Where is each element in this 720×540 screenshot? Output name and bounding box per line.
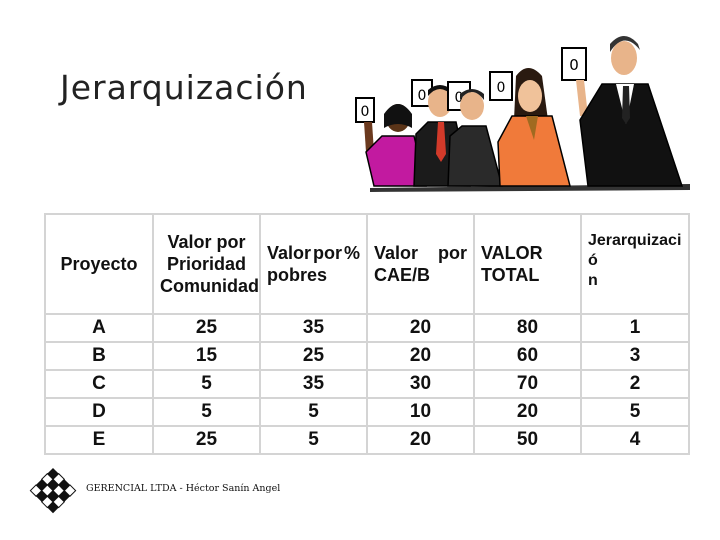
table-row: C 5 35 30 70 2 [44,369,690,399]
cell-prioridad: 5 [152,369,261,399]
cell-pobres: 35 [259,369,368,399]
people-holding-score-cards-icon: 0 0 0 0 0 [355,36,690,192]
table-header-row: Proyecto Valor por Prioridad Comunidad V… [44,213,690,315]
cell-pobres: 25 [259,341,368,371]
cell-proyecto: B [44,341,154,371]
cell-jerarquizacion: 3 [580,341,690,371]
cell-prioridad: 25 [152,313,261,343]
cell-total: 70 [473,369,582,399]
cell-pobres: 35 [259,313,368,343]
cell-total: 60 [473,341,582,371]
table-row: B 15 25 20 60 3 [44,341,690,371]
cell-prioridad: 5 [152,397,261,427]
cell-cae: 10 [366,397,475,427]
score-card-2: 0 [418,88,427,104]
table-row: A 25 35 20 80 1 [44,313,690,343]
score-card-1: 0 [361,104,370,120]
diamond-grid-logo-icon [29,467,77,514]
header-proyecto: Proyecto [44,213,154,315]
cell-total: 80 [473,313,582,343]
cell-pobres: 5 [259,397,368,427]
hierarchy-table: Proyecto Valor por Prioridad Comunidad V… [44,213,690,455]
score-card-4: 0 [497,80,506,96]
person-4: 0 [489,68,571,187]
table-row: E 25 5 20 50 4 [44,425,690,455]
header-valor-cae-b: Valor por CAE/B [366,213,475,315]
cell-pobres: 5 [259,425,368,455]
cell-cae: 20 [366,313,475,343]
cell-cae: 30 [366,369,475,399]
cell-jerarquizacion: 1 [580,313,690,343]
header-valor-pobres: Valor por % pobres [259,213,368,315]
slide-title: Jerarquización [60,68,308,107]
cell-proyecto: E [44,425,154,455]
cell-jerarquizacion: 5 [580,397,690,427]
cell-jerarquizacion: 2 [580,369,690,399]
header-jerarquizacion: Jerarquizació n [580,213,690,315]
cell-prioridad: 25 [152,425,261,455]
cell-cae: 20 [366,425,475,455]
score-card-3: 0 [455,90,464,106]
person-5: 0 [561,36,684,187]
score-card-5: 0 [569,56,579,74]
cell-proyecto: C [44,369,154,399]
cell-proyecto: A [44,313,154,343]
header-valor-total: VALOR TOTAL [473,213,582,315]
table-row: D 5 5 10 20 5 [44,397,690,427]
cell-cae: 20 [366,341,475,371]
person-3: 0 [447,81,503,187]
cell-prioridad: 15 [152,341,261,371]
cell-jerarquizacion: 4 [580,425,690,455]
footer-credit: GERENCIAL LTDA - Héctor Sanín Angel [86,483,281,494]
cell-proyecto: D [44,397,154,427]
person-1: 0 [355,97,427,187]
cell-total: 50 [473,425,582,455]
cell-total: 20 [473,397,582,427]
header-valor-prioridad-comunidad: Valor por Prioridad Comunidad [152,213,261,315]
